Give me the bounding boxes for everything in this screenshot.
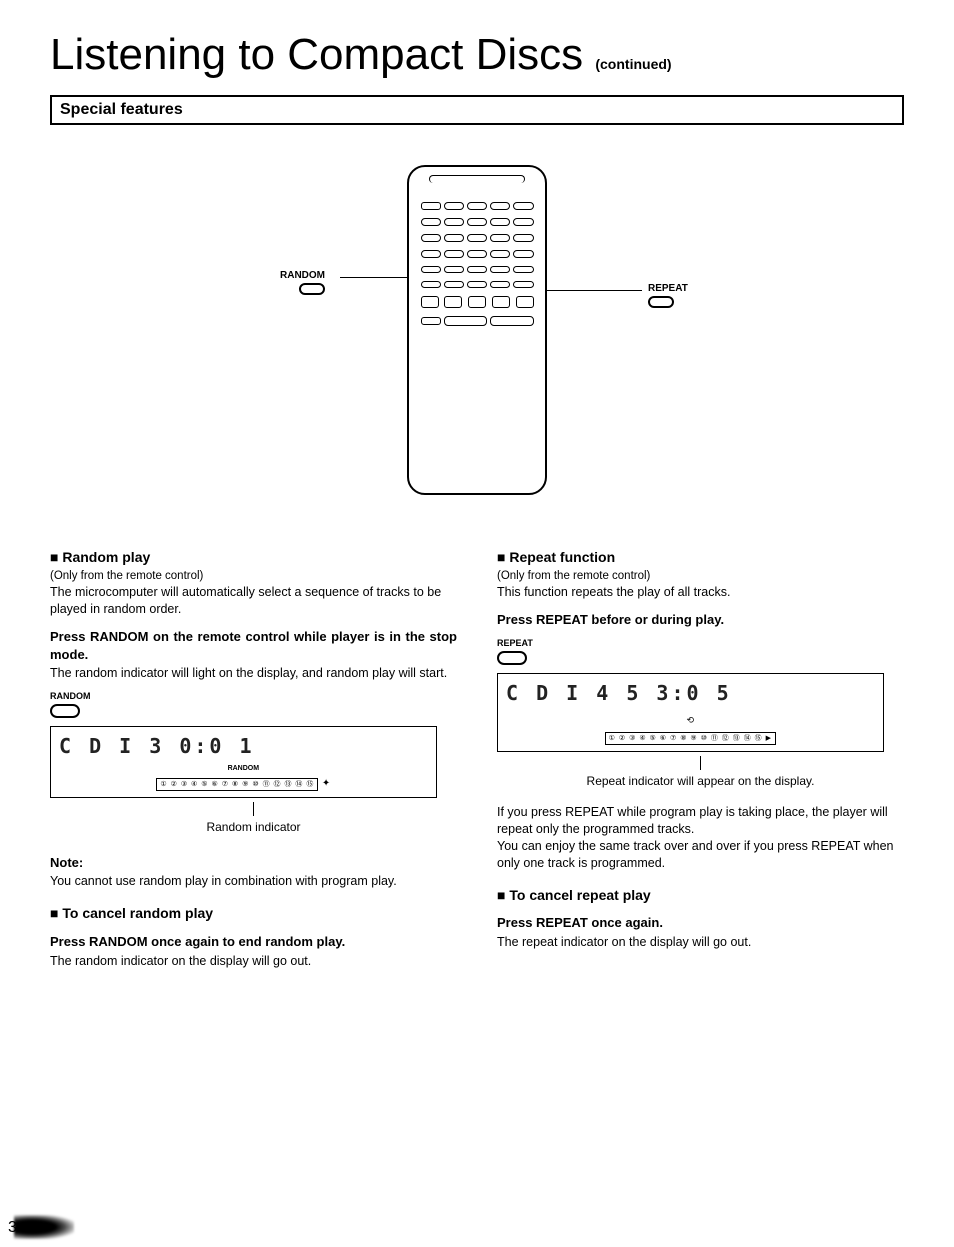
random-only-remote: (Only from the remote control): [50, 569, 457, 585]
random-button-icon: [299, 283, 325, 295]
left-column: Random play (Only from the remote contro…: [50, 540, 457, 970]
lcd-repeat-caption: Repeat indicator will appear on the disp…: [587, 774, 815, 788]
section-header: Special features: [50, 95, 904, 125]
random-pill-icon: [50, 704, 80, 718]
heading-cancel-repeat: To cancel repeat play: [497, 886, 904, 905]
lcd-random-tracknums: ① ② ③ ④ ⑤ ⑥ ⑦ ⑧ ⑨ ⑩ ⑪ ⑫ ⑬ ⑭ ⑮: [156, 778, 318, 791]
random-instruction: Press RANDOM on the remote control while…: [50, 628, 457, 663]
cancel-random-instruction: Press RANDOM once again to end random pl…: [50, 933, 457, 951]
random-instruction-sub: The random indicator will light on the d…: [50, 665, 457, 682]
callout-random-label: RANDOM: [280, 270, 325, 281]
remote-buttons: [419, 202, 535, 473]
scan-artifact: [14, 1215, 74, 1239]
lcd-random-sublabel: RANDOM: [59, 764, 428, 773]
page-number: 3: [8, 1219, 17, 1237]
lcd-random-caption-wrap: Random indicator: [50, 802, 457, 836]
heading-random-play: Random play: [50, 548, 457, 567]
random-description: The microcomputer will automatically sel…: [50, 584, 457, 618]
callout-repeat: REPEAT: [648, 283, 688, 311]
repeat-pill-icon: [497, 651, 527, 665]
lcd-random-caption: Random indicator: [206, 820, 300, 834]
title-main: Listening to Compact Discs: [50, 30, 583, 79]
lcd-repeat-sub: ⟲ ① ② ③ ④ ⑤ ⑥ ⑦ ⑧ ⑨ ⑩ ⑪ ⑫ ⑬ ⑭ ⑮ ▶: [506, 711, 875, 745]
repeat-body1: If you press REPEAT while program play i…: [497, 804, 904, 838]
callout-random: RANDOM: [280, 270, 325, 298]
callout-repeat-label: REPEAT: [648, 283, 688, 294]
heading-cancel-random: To cancel random play: [50, 904, 457, 923]
repeat-button-icon: [648, 296, 674, 308]
repeat-instruction: Press REPEAT before or during play.: [497, 611, 904, 629]
repeat-only-remote: (Only from the remote control): [497, 569, 904, 585]
page-title: Listening to Compact Discs (continued): [50, 30, 904, 80]
lcd-random-text: C D I 3 0:0 1: [59, 733, 428, 760]
lcd-display-random: C D I 3 0:0 1 RANDOM ① ② ③ ④ ⑤ ⑥ ⑦ ⑧ ⑨ ⑩…: [50, 726, 437, 798]
right-column: Repeat function (Only from the remote co…: [497, 540, 904, 970]
repeat-description: This function repeats the play of all tr…: [497, 584, 904, 601]
lcd-repeat-text: C D I 4 5 3:0 5: [506, 680, 875, 707]
heading-repeat-function: Repeat function: [497, 548, 904, 567]
lcd-repeat-caption-wrap: Repeat indicator will appear on the disp…: [497, 756, 904, 790]
caption-line-icon: [253, 802, 254, 816]
random-button-label: RANDOM: [50, 690, 457, 702]
callout-line-right: [547, 290, 642, 291]
lcd-repeat-tracknums: ① ② ③ ④ ⑤ ⑥ ⑦ ⑧ ⑨ ⑩ ⑪ ⑫ ⑬ ⑭ ⑮ ▶: [605, 732, 776, 745]
caption-line-icon: [700, 756, 701, 770]
content-columns: Random play (Only from the remote contro…: [50, 540, 904, 970]
remote-control: [407, 165, 547, 495]
cancel-random-sub: The random indicator on the display will…: [50, 953, 457, 970]
remote-top-edge: [429, 175, 525, 183]
lcd-display-repeat: C D I 4 5 3:0 5 ⟲ ① ② ③ ④ ⑤ ⑥ ⑦ ⑧ ⑨ ⑩ ⑪ …: [497, 673, 884, 752]
remote-diagram: RANDOM REPEAT: [50, 150, 904, 510]
lcd-random-sub: RANDOM ① ② ③ ④ ⑤ ⑥ ⑦ ⑧ ⑨ ⑩ ⑪ ⑫ ⑬ ⑭ ⑮ ✦: [59, 764, 428, 791]
note-heading: Note:: [50, 854, 457, 872]
note-body: You cannot use random play in combinatio…: [50, 873, 457, 890]
title-suffix: (continued): [595, 56, 671, 72]
page: Listening to Compact Discs (continued) S…: [0, 0, 954, 1010]
repeat-body2: You can enjoy the same track over and ov…: [497, 838, 904, 872]
cancel-repeat-sub: The repeat indicator on the display will…: [497, 934, 904, 951]
cancel-repeat-instruction: Press REPEAT once again.: [497, 914, 904, 932]
repeat-button-label: REPEAT: [497, 637, 904, 649]
